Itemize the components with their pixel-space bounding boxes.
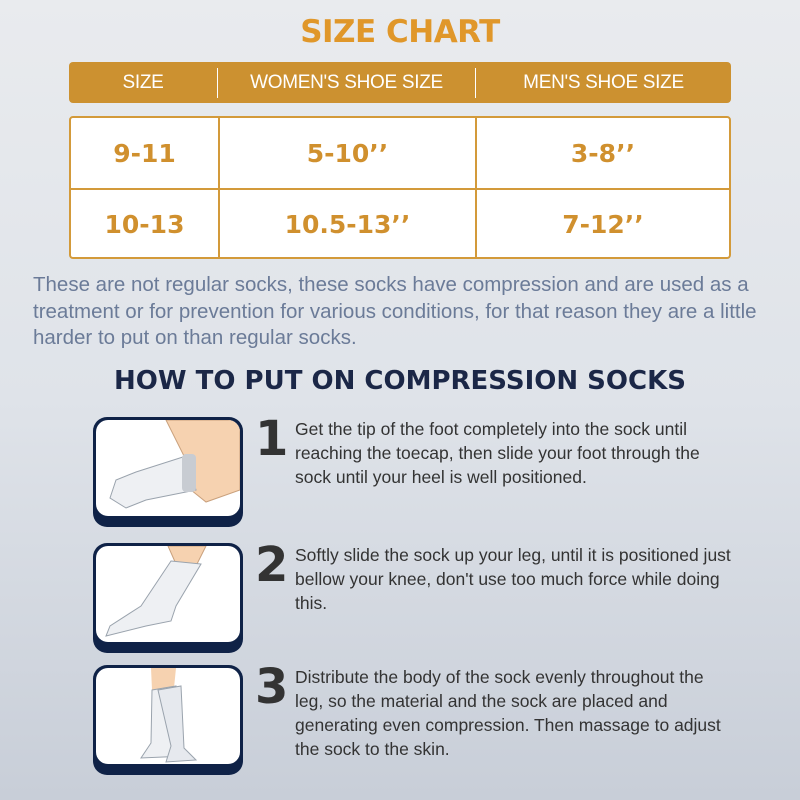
- how-to-title: HOW TO PUT ON COMPRESSION SOCKS: [114, 366, 686, 396]
- table-header: SIZE WOMEN'S SHOE SIZE MEN'S SHOE SIZE: [69, 62, 731, 103]
- step-text: Get the tip of the foot completely into …: [295, 419, 700, 487]
- sock-leg-icon: [105, 546, 207, 637]
- table-row: 10-13 10.5-13’’ 7-12’’: [71, 188, 729, 258]
- sock-foot-icon: [109, 420, 240, 509]
- cell-men: 7-12’’: [475, 190, 729, 258]
- sock-legs-icon: [140, 668, 198, 763]
- step-number: 1: [255, 411, 289, 467]
- divider: [475, 67, 476, 98]
- step-number: 3: [255, 659, 289, 715]
- header-size: SIZE: [122, 71, 164, 93]
- cell-size: 9-11: [113, 138, 176, 168]
- cell-size: 10-13: [104, 209, 185, 239]
- step-number: 2: [255, 537, 289, 593]
- step-3-image: [93, 665, 243, 775]
- size-chart-title: SIZE CHART: [300, 14, 500, 50]
- size-table: 9-11 5-10’’ 3-8’’ 10-13 10.5-13’’ 7-12’’: [69, 116, 731, 259]
- intro-text: These are not regular socks, these socks…: [33, 273, 757, 349]
- step-text: Distribute the body of the sock evenly t…: [295, 667, 721, 759]
- header-men: MEN'S SHOE SIZE: [523, 71, 684, 93]
- step-2-image: [93, 543, 243, 653]
- header-women: WOMEN'S SHOE SIZE: [250, 71, 443, 93]
- divider: [217, 67, 218, 98]
- step-text: Softly slide the sock up your leg, until…: [295, 545, 731, 613]
- cell-men: 3-8’’: [475, 118, 729, 188]
- cell-women: 10.5-13’’: [218, 190, 475, 258]
- table-row: 9-11 5-10’’ 3-8’’: [71, 118, 729, 188]
- step-1-image: [93, 417, 243, 527]
- cell-women: 5-10’’: [218, 118, 475, 188]
